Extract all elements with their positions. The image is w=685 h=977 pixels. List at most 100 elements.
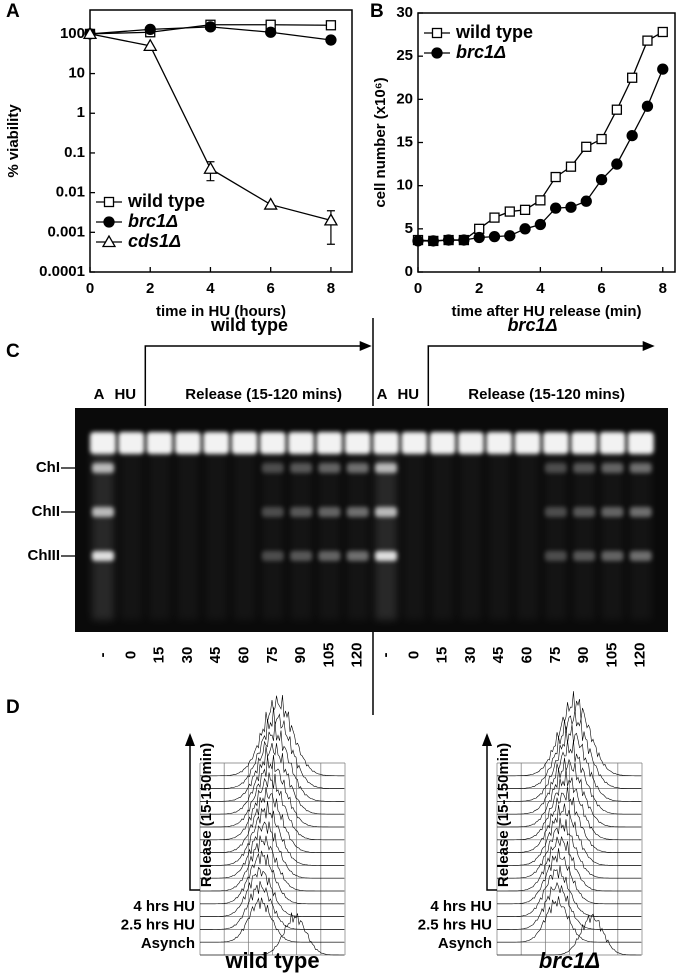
marker (263, 197, 278, 210)
x-tick-label: 0 (414, 280, 422, 297)
gel-well (373, 432, 399, 454)
gel-smear (375, 450, 397, 620)
gel-band (601, 507, 624, 517)
flow-histogram (199, 835, 344, 892)
y-tick-label: 10 (396, 177, 413, 194)
gel-band (318, 551, 341, 561)
gel-smear (346, 450, 369, 620)
flow-histogram (199, 772, 345, 841)
gel-well (203, 432, 230, 454)
series-line (417, 31, 664, 242)
gel-smear (573, 450, 596, 620)
gel-band (318, 463, 341, 473)
gel-band (544, 463, 567, 473)
gel-band (261, 507, 284, 517)
gel-well (259, 432, 286, 454)
legend-marker (431, 47, 443, 59)
gel-well (344, 432, 371, 454)
gel-band (573, 507, 596, 517)
y-tick-label: 0.001 (47, 223, 85, 240)
flow-group-title: wild type (224, 948, 319, 973)
flow-row-label: 4 hrs HU (133, 898, 195, 915)
flow-row-label: 4 hrs HU (430, 898, 492, 915)
gel-smear (261, 450, 284, 620)
gel-band (346, 507, 369, 517)
lane-label: 0 (405, 651, 422, 659)
marker (580, 195, 592, 207)
gel-band (346, 551, 369, 561)
legend-label: cds1Δ (128, 231, 181, 251)
arrow-head (359, 341, 372, 351)
marker (565, 161, 577, 172)
y-axis-label: % viability (5, 104, 22, 178)
legend-label: wild type (127, 191, 205, 211)
marker (82, 26, 98, 40)
flow-histogram (199, 721, 345, 802)
lane-label: 60 (518, 647, 535, 664)
y-tick-label: 0.01 (56, 184, 85, 201)
marker (550, 171, 561, 183)
flow-axis-label: Release (15-150min) (198, 743, 215, 887)
gel-band (573, 551, 596, 561)
lane-label: 90 (292, 647, 309, 664)
gel-well (231, 432, 258, 454)
flow-histogram (199, 850, 344, 905)
flow-histogram (496, 836, 641, 892)
flow-histogram (199, 866, 344, 917)
x-tick-label: 2 (146, 280, 154, 297)
flow-histogram (496, 848, 641, 905)
gel-band (375, 551, 397, 561)
y-tick-label: 5 (405, 220, 413, 237)
gel-band (629, 507, 652, 517)
lane-header: HU (114, 386, 136, 403)
flow-histogram (496, 709, 642, 789)
lane-label: 75 (264, 647, 281, 664)
gel-band (290, 507, 313, 517)
gel-well (571, 432, 598, 454)
flow-histogram (199, 786, 344, 853)
gel-well (599, 432, 626, 454)
marker (627, 72, 638, 83)
x-tick-label: 0 (86, 280, 94, 297)
marker (611, 158, 623, 170)
marker (488, 230, 501, 243)
marker (519, 204, 531, 215)
flow-row-label: Asynch (141, 935, 195, 952)
flow-histogram (199, 881, 344, 930)
flow-histogram (496, 691, 642, 777)
gel-smear (488, 450, 511, 620)
arrow (427, 345, 647, 406)
x-tick-label: 6 (597, 280, 605, 297)
flow-histogram (199, 707, 345, 789)
flow-histogram (199, 742, 345, 815)
flow-histogram (496, 768, 642, 841)
flow-histogram (496, 786, 641, 853)
flow-axis (486, 745, 497, 891)
flow-histogram (496, 740, 642, 815)
panel-letter: A (6, 1, 20, 22)
gel-band (261, 551, 284, 561)
y-tick-label: 15 (396, 133, 413, 150)
gel-well (401, 432, 428, 454)
lane-header: A (377, 386, 388, 403)
flow-histogram (199, 821, 344, 879)
gel-band (601, 463, 624, 473)
flow-histogram (199, 695, 345, 777)
gel-group-title: wild type (210, 315, 288, 335)
gel-well (429, 432, 456, 454)
marker (427, 235, 439, 247)
marker (504, 206, 515, 217)
x-tick-label: 4 (536, 280, 545, 297)
series-line (418, 68, 664, 242)
chromosome-label: ChI (36, 459, 60, 476)
marker (626, 129, 638, 142)
gel-smear (120, 450, 143, 620)
gel-band (346, 463, 369, 473)
marker (412, 235, 424, 247)
marker (204, 21, 217, 33)
gel-band (290, 551, 313, 561)
arrow-head (642, 341, 655, 351)
gel-well (457, 432, 484, 454)
marker (442, 234, 455, 246)
flow-histogram (200, 912, 345, 956)
